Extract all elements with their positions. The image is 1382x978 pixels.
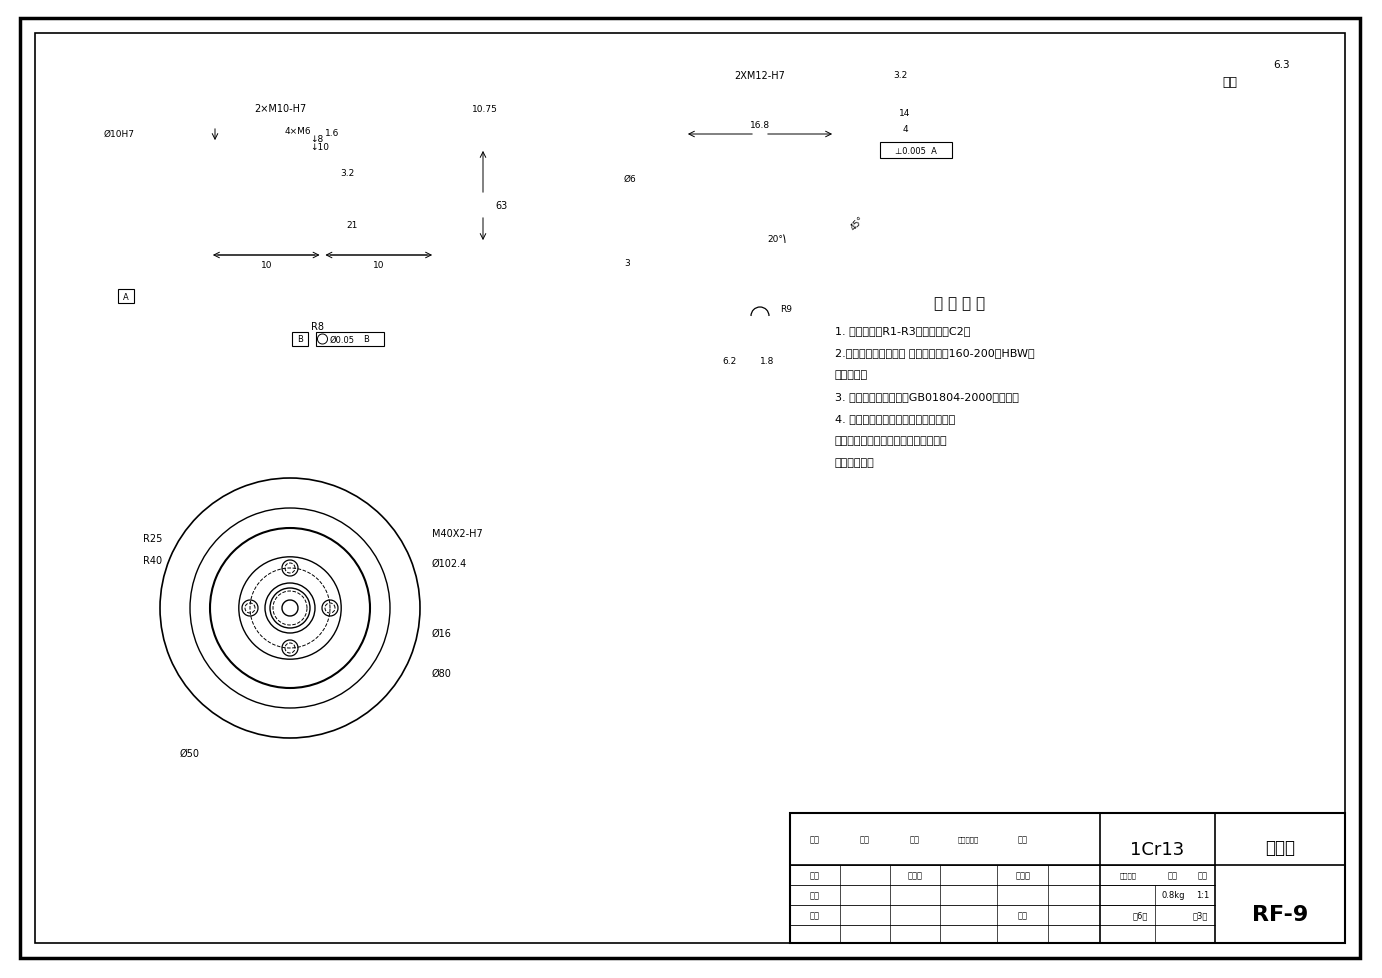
Text: 1Cr13: 1Cr13 bbox=[1130, 840, 1184, 858]
Text: Ø102.4: Ø102.4 bbox=[433, 558, 467, 568]
Text: 6.2: 6.2 bbox=[723, 356, 737, 365]
Text: 20°: 20° bbox=[767, 235, 784, 244]
Text: Ø50: Ø50 bbox=[180, 748, 200, 758]
Text: 16.8: 16.8 bbox=[750, 120, 770, 129]
Text: 1.6: 1.6 bbox=[325, 129, 339, 138]
Text: Ø6: Ø6 bbox=[623, 174, 636, 183]
Text: 处数: 处数 bbox=[860, 834, 871, 844]
Text: 签名: 签名 bbox=[1019, 834, 1028, 844]
Text: Ø80: Ø80 bbox=[433, 668, 452, 679]
Text: 重量: 重量 bbox=[1168, 870, 1177, 879]
Bar bbox=[316, 333, 384, 346]
Text: 分区: 分区 bbox=[909, 834, 920, 844]
Text: 4. 加工后的零件不允许有毛制；加工的: 4. 加工后的零件不允许有毛制；加工的 bbox=[835, 414, 955, 423]
Text: 1. 未注圆角为R1-R3，未注倒角C2。: 1. 未注圆角为R1-R3，未注倒角C2。 bbox=[835, 326, 970, 335]
Text: 45°: 45° bbox=[849, 215, 865, 233]
Text: 耐磨度高。: 耐磨度高。 bbox=[835, 370, 868, 379]
Text: 2.表面要进行热处理， 硬度要达到（160-200）HBW，: 2.表面要进行热处理， 硬度要达到（160-200）HBW， bbox=[835, 347, 1035, 358]
Text: 技 术 要 求: 技 术 要 求 bbox=[934, 296, 985, 311]
Text: 庄建飞: 庄建飞 bbox=[908, 870, 923, 879]
Text: 联纹表面不允许有黑皮、碰礼、乱扣和: 联纹表面不允许有黑皮、碰礼、乱扣和 bbox=[835, 435, 948, 446]
Text: 2XM12-H7: 2XM12-H7 bbox=[735, 71, 785, 81]
Text: 批准: 批准 bbox=[1019, 911, 1028, 919]
Text: B: B bbox=[363, 335, 369, 344]
Text: 63: 63 bbox=[495, 200, 507, 211]
Text: 14: 14 bbox=[900, 110, 911, 118]
Text: 标记: 标记 bbox=[810, 834, 820, 844]
Text: M40X2-H7: M40X2-H7 bbox=[433, 528, 482, 539]
Text: 审核: 审核 bbox=[810, 891, 820, 900]
Bar bbox=[791, 813, 1345, 943]
Text: 10: 10 bbox=[260, 261, 272, 270]
Text: 10: 10 bbox=[373, 261, 384, 270]
Text: Ø10H7: Ø10H7 bbox=[104, 129, 135, 138]
Text: ⊥0.005  A: ⊥0.005 A bbox=[896, 147, 937, 156]
Text: R8: R8 bbox=[311, 322, 323, 332]
Text: 设计: 设计 bbox=[810, 870, 820, 879]
Text: 6.3: 6.3 bbox=[1274, 60, 1291, 70]
Text: A: A bbox=[123, 292, 129, 301]
Text: 3.2: 3.2 bbox=[893, 70, 907, 79]
Text: 工艺: 工艺 bbox=[810, 911, 820, 919]
Text: Ø16: Ø16 bbox=[433, 628, 452, 639]
Text: 标准化: 标准化 bbox=[1016, 870, 1031, 879]
Text: 毛刺等缺陷。: 毛刺等缺陷。 bbox=[835, 458, 875, 467]
Text: 第3张: 第3张 bbox=[1193, 911, 1208, 919]
Text: 1:1: 1:1 bbox=[1197, 891, 1209, 900]
Text: RF-9: RF-9 bbox=[1252, 904, 1309, 924]
Text: R40: R40 bbox=[142, 556, 162, 565]
Text: 1.8: 1.8 bbox=[760, 356, 775, 365]
Text: 4: 4 bbox=[902, 124, 908, 133]
Text: 4×M6: 4×M6 bbox=[285, 126, 311, 135]
Text: 共6张: 共6张 bbox=[1132, 911, 1147, 919]
Text: 21: 21 bbox=[347, 220, 358, 229]
Text: 更改文件号: 更改文件号 bbox=[958, 836, 978, 842]
Text: 阶段标识: 阶段标识 bbox=[1119, 871, 1136, 878]
Bar bbox=[880, 143, 952, 158]
Text: R25: R25 bbox=[142, 533, 162, 544]
Text: 冷却腔: 冷却腔 bbox=[1265, 838, 1295, 856]
Text: Ø0.05: Ø0.05 bbox=[330, 335, 355, 344]
Text: 比例: 比例 bbox=[1198, 870, 1208, 879]
Text: 3.2: 3.2 bbox=[340, 169, 355, 178]
Text: 0.8kg: 0.8kg bbox=[1161, 891, 1184, 900]
Text: 3: 3 bbox=[625, 259, 630, 268]
Text: R9: R9 bbox=[779, 304, 792, 313]
Bar bbox=[117, 289, 134, 304]
Text: 2×M10-H7: 2×M10-H7 bbox=[254, 104, 307, 113]
Text: 3. 未注形状公差应符合GB01804-2000的要求。: 3. 未注形状公差应符合GB01804-2000的要求。 bbox=[835, 391, 1019, 402]
Text: B: B bbox=[297, 335, 304, 344]
Text: 其余: 其余 bbox=[1223, 75, 1237, 88]
Text: 10.75: 10.75 bbox=[473, 105, 498, 113]
Text: ↓8: ↓8 bbox=[310, 135, 323, 145]
Bar bbox=[293, 333, 308, 346]
Text: ↓10: ↓10 bbox=[310, 144, 329, 153]
